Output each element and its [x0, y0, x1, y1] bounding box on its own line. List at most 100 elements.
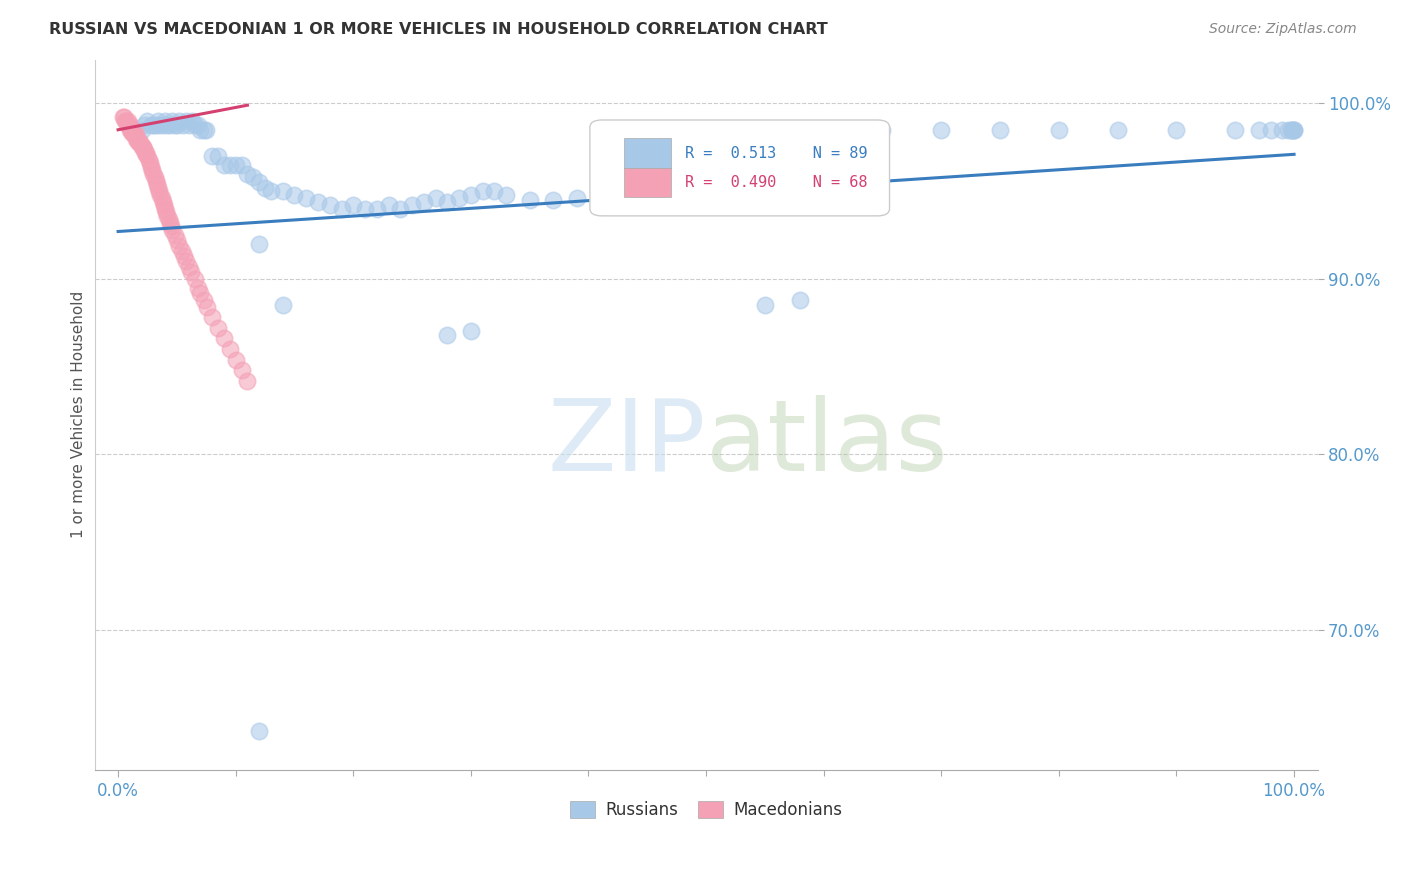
Point: [121, 126, 143, 140]
Point: [201, 310, 224, 325]
Point: [484, 184, 506, 198]
FancyBboxPatch shape: [624, 138, 671, 169]
Point: [1166, 122, 1188, 136]
Point: [129, 135, 152, 149]
Point: [166, 118, 188, 132]
Point: [1047, 122, 1070, 136]
Point: [1282, 122, 1305, 136]
Point: [112, 111, 135, 125]
Point: [180, 265, 202, 279]
Point: [170, 244, 193, 258]
Point: [254, 180, 277, 194]
Point: [813, 122, 835, 136]
Point: [460, 187, 482, 202]
Point: [155, 205, 177, 219]
Point: [190, 122, 212, 136]
Point: [167, 238, 190, 252]
Point: [207, 321, 229, 335]
Point: [1277, 122, 1299, 136]
Point: [247, 236, 270, 251]
Point: [150, 191, 173, 205]
Point: [471, 184, 494, 198]
Point: [1279, 122, 1302, 136]
Point: [193, 122, 215, 136]
Legend: Russians, Macedonians: Russians, Macedonians: [564, 794, 849, 826]
Point: [157, 212, 180, 227]
Point: [145, 174, 167, 188]
Point: [460, 325, 482, 339]
Text: R =  0.490    N = 68: R = 0.490 N = 68: [685, 175, 868, 190]
Point: [117, 118, 139, 132]
Point: [765, 187, 787, 202]
Point: [449, 191, 471, 205]
Point: [218, 342, 240, 356]
Point: [136, 149, 159, 163]
Point: [231, 363, 253, 377]
Point: [271, 298, 294, 312]
Point: [177, 260, 200, 274]
Text: ZIP: ZIP: [548, 395, 706, 491]
Point: [330, 202, 353, 216]
Point: [131, 138, 153, 153]
Point: [141, 163, 163, 178]
Point: [131, 122, 153, 136]
Point: [127, 135, 149, 149]
Point: [295, 191, 318, 205]
Point: [176, 114, 198, 128]
Point: [176, 254, 198, 268]
Point: [160, 114, 183, 128]
Point: [125, 131, 148, 145]
Y-axis label: 1 or more Vehicles in Household: 1 or more Vehicles in Household: [72, 291, 86, 539]
Point: [195, 122, 218, 136]
Point: [1282, 122, 1305, 136]
Point: [146, 180, 169, 194]
Point: [1247, 122, 1270, 136]
Point: [1282, 122, 1305, 136]
Point: [1260, 122, 1282, 136]
Point: [412, 194, 434, 209]
Point: [181, 114, 204, 128]
Point: [156, 209, 179, 223]
Point: [118, 122, 141, 136]
Point: [122, 126, 145, 140]
Point: [225, 158, 247, 172]
Point: [146, 114, 169, 128]
Point: [139, 156, 162, 170]
Point: [139, 160, 162, 174]
Point: [131, 140, 153, 154]
Point: [145, 118, 167, 132]
Point: [1271, 122, 1294, 136]
Point: [156, 118, 179, 132]
Point: [183, 118, 205, 132]
Point: [139, 118, 162, 132]
Point: [589, 191, 612, 205]
Point: [730, 191, 752, 205]
Point: [128, 135, 150, 149]
Point: [142, 167, 165, 181]
Point: [121, 122, 143, 136]
Point: [160, 223, 183, 237]
Point: [283, 187, 305, 202]
Point: [118, 118, 141, 132]
Point: [135, 145, 157, 160]
Point: [207, 149, 229, 163]
Point: [163, 118, 186, 132]
Point: [132, 142, 155, 156]
Point: [789, 293, 811, 307]
Point: [401, 198, 423, 212]
Point: [152, 118, 174, 132]
Point: [613, 187, 636, 202]
Point: [659, 193, 682, 207]
Point: [183, 272, 205, 286]
Point: [172, 118, 194, 132]
Point: [163, 227, 186, 242]
Point: [436, 194, 458, 209]
Point: [124, 126, 146, 140]
Point: [193, 293, 215, 307]
Point: [425, 191, 447, 205]
Point: [1107, 122, 1129, 136]
Point: [125, 128, 148, 142]
Point: [225, 352, 247, 367]
Point: [159, 118, 181, 132]
Point: [541, 193, 564, 207]
